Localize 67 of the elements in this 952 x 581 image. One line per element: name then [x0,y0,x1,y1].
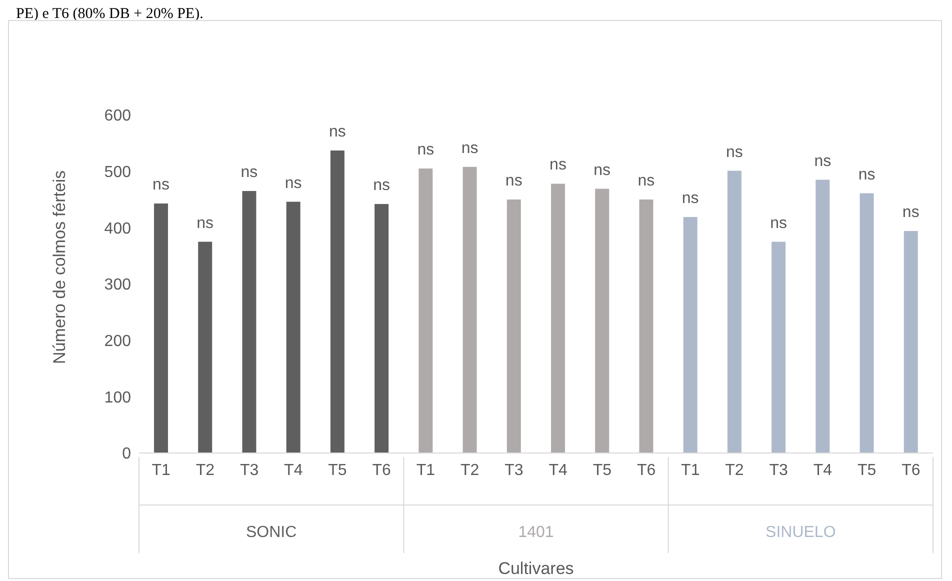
bar [772,242,786,453]
text: SONIC [246,524,297,541]
y-tick-label: 400 [104,220,132,238]
bar [154,203,168,453]
x-tick-label: T5 [592,462,612,479]
bar [727,170,742,453]
y-tick-label: 200 [104,333,132,350]
data-label: ns [373,177,390,194]
bar [374,204,389,453]
data-label: ns [814,152,832,170]
x-tick-label: T1 [416,462,436,479]
y-tick-label: 300 [104,276,132,294]
data-label: ns [240,164,258,182]
data-label: ns [726,144,743,161]
bar [860,193,874,453]
x-tick-label: T3 [769,462,788,479]
x-tick-label: T4 [548,462,568,479]
x-axis-title: Cultivares [498,559,574,578]
data-label: ns [196,214,214,232]
x-tick-label: T4 [284,462,303,479]
data-label: ns [328,123,346,140]
y-tick-label: 600 [104,108,132,125]
data-label: ns [417,142,434,159]
bar [683,216,698,453]
y-tick-label: 500 [104,164,132,182]
data-label: ns [550,156,566,174]
bar [198,242,212,453]
bar [506,200,521,453]
bar [816,180,830,453]
bar [904,231,918,453]
x-tick-label: T2 [196,462,215,479]
bar [330,150,344,453]
bar [551,184,565,453]
text: SINUELO [766,524,836,541]
data-label: ns [770,214,788,232]
text: 1401 [518,524,554,541]
bar [595,188,610,453]
x-tick-label: T5 [328,462,347,479]
x-tick-label: T4 [813,462,832,479]
bar [639,200,654,453]
data-label: ns [638,172,655,190]
data-label: ns [461,140,478,157]
x-tick-label: T3 [504,462,524,479]
data-label: ns [594,162,611,179]
bar [418,168,433,453]
y-tick-label: 100 [104,389,132,406]
x-tick-label: T6 [902,462,920,479]
bar [242,191,256,453]
data-label: ns [682,190,699,207]
x-tick-label: T3 [240,462,259,479]
data-label: ns [284,174,302,192]
y-tick-label: 0 [122,446,132,463]
data-label: ns [505,172,522,190]
y-axis-title: Número de colmos férteis [50,170,70,364]
bar [286,202,300,453]
data-label: ns [858,166,876,184]
x-tick-label: T6 [636,462,656,479]
x-tick-label: T1 [681,462,700,479]
x-tick-label: T2 [460,462,480,479]
x-tick-label: T5 [857,462,876,479]
data-label: ns [902,204,920,222]
bar [462,166,477,453]
x-tick-label: T2 [725,462,744,479]
x-tick-label: T1 [152,462,170,479]
text: PE) e T6 (80% DB + 20% PE). [15,6,204,22]
data-label: ns [152,176,170,194]
x-tick-label: T6 [372,462,392,479]
